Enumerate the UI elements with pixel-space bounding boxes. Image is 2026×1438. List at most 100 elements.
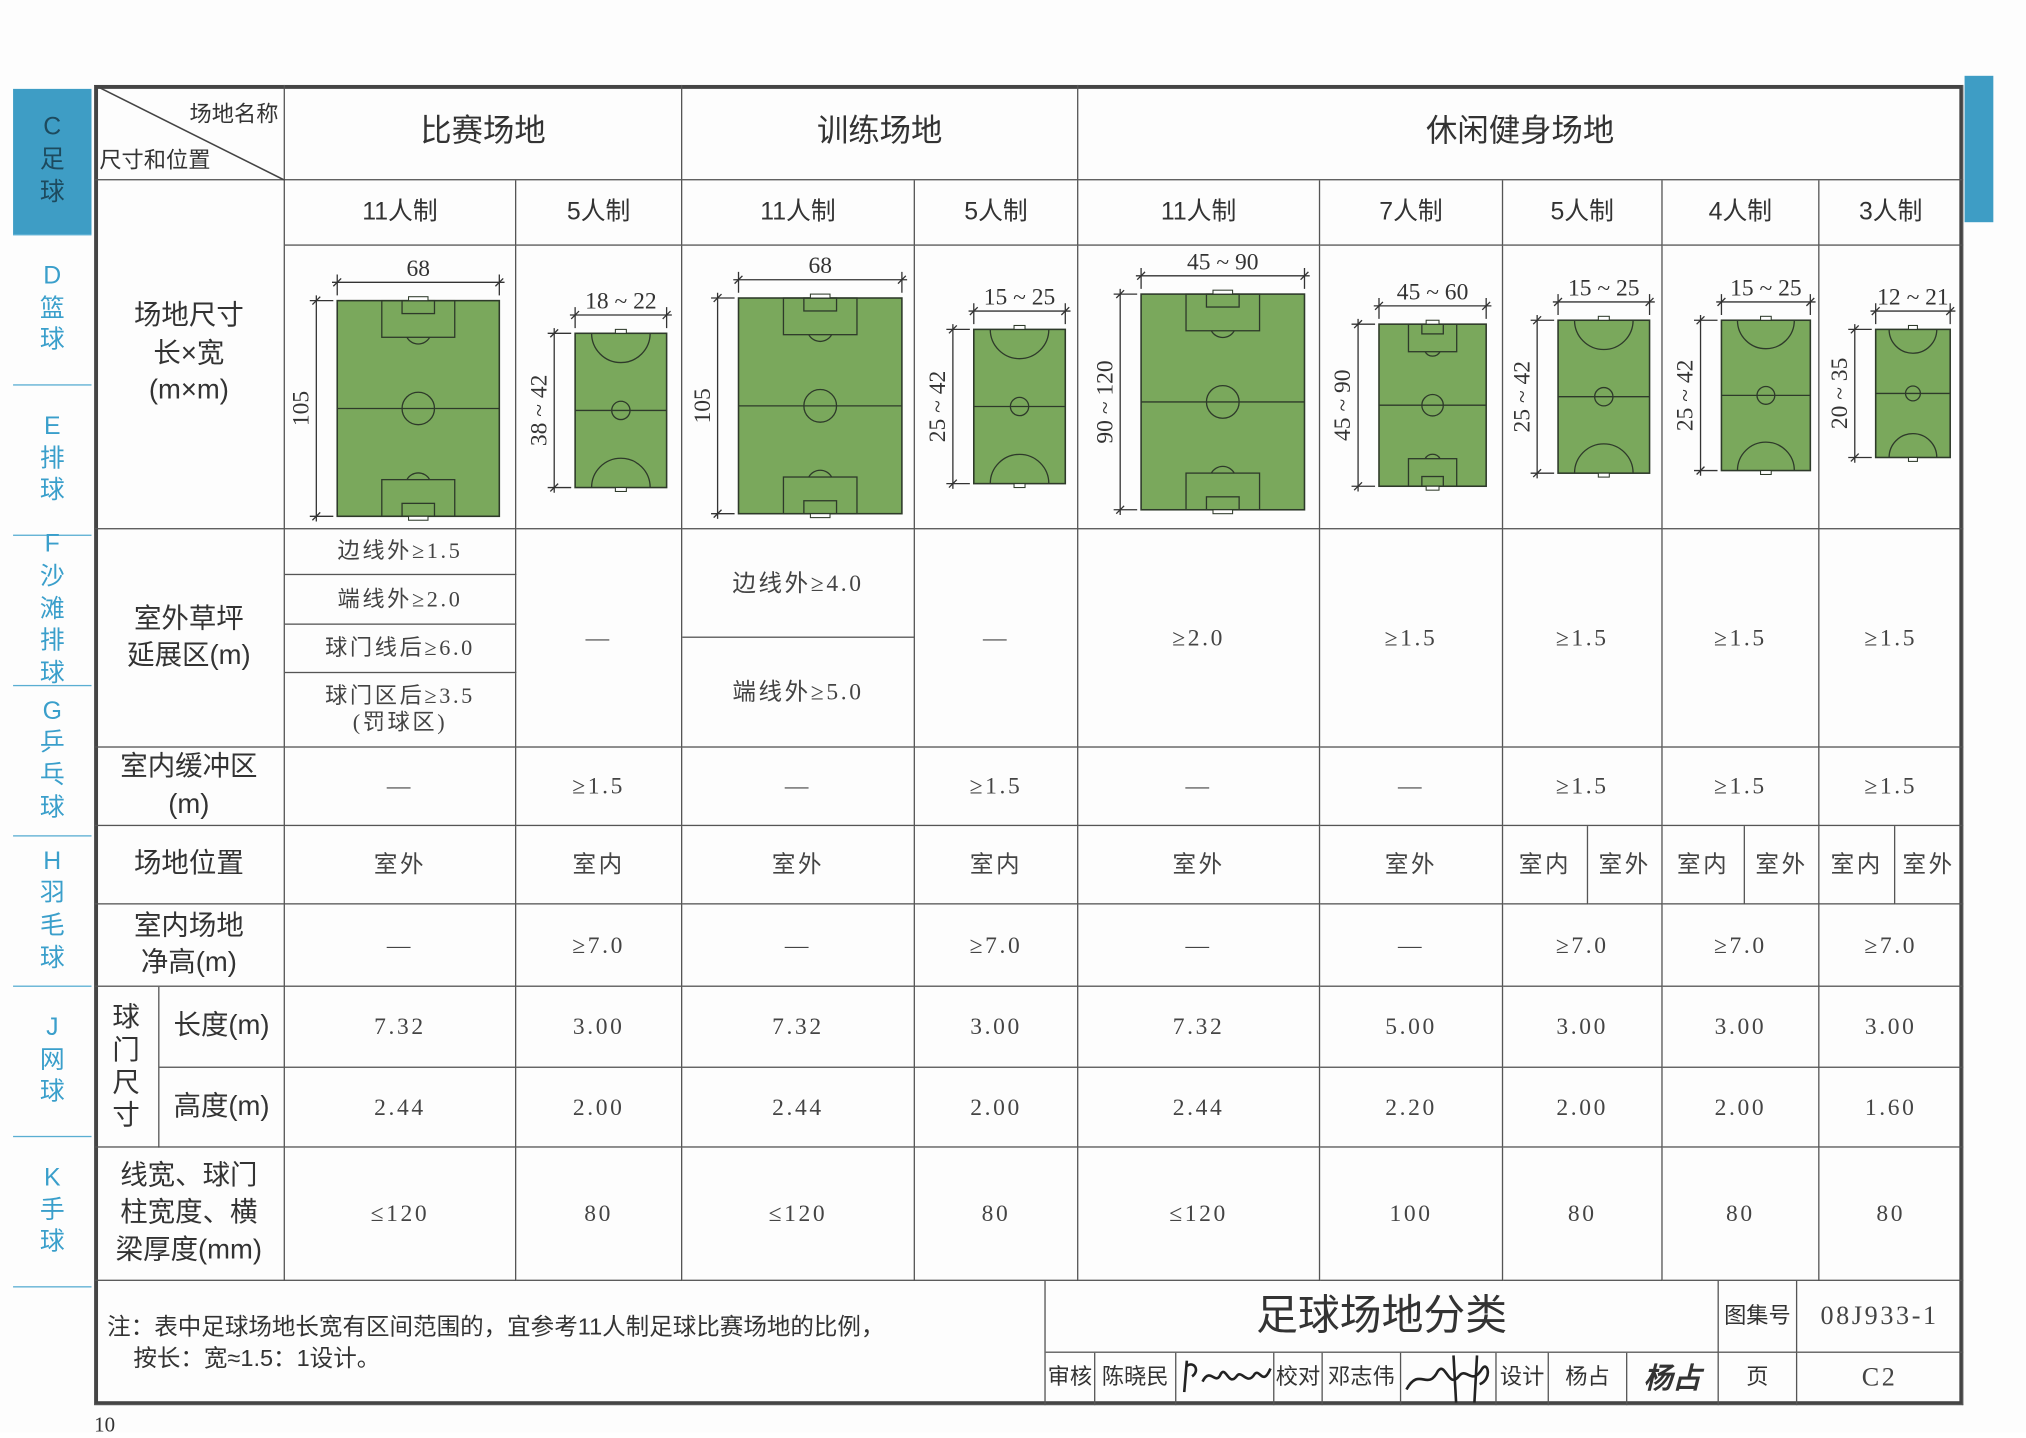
soccer-field-diagram: 15 ~ 25 25 ~ 42 [1673,275,1816,476]
goal-height-value: 2.20 [1320,1067,1504,1148]
soccer-field-diagram: 45 ~ 90 90 ~ 120 [1092,249,1310,515]
outdoor-train5-value: — [914,529,1079,748]
line_width-value: ≤120 [1078,1147,1321,1281]
center-circle [1756,385,1776,405]
row-label-indoor_height: 室内场地 净高(m) [94,904,285,987]
location-value: 室外 [284,826,517,905]
field-width-label: 68 [808,253,832,279]
goal [1013,324,1026,330]
goal-length-value: 3.00 [1819,986,1964,1068]
indoor_height-value: — [682,904,915,987]
outdoor-leisure-value: ≥1.5 [1503,529,1663,748]
indoor_height-value: — [1320,904,1504,987]
location-value: 室外 [1078,826,1321,905]
section-tab-5[interactable]: H 羽 毛 球 [13,837,92,987]
penalty-arc [989,453,1050,484]
format-header: 11人制 [284,180,517,246]
section-tab-label: 网 球 [39,1046,65,1107]
outdoor-match11-value: 球门线后≥6.0 [284,624,517,674]
field-size-cell: 12 ~ 21 20 ~ 35 [1819,245,1964,530]
indoor_buffer-value: ≥1.5 [914,747,1079,827]
width-dimension-line [733,271,908,293]
center-circle [1421,393,1444,417]
soccer-field-diagram: 68 105 [690,253,908,519]
center-circle [1594,386,1614,407]
length-dimension-line [711,292,735,519]
group-training: 训练场地 [682,84,1079,181]
field-length-label: 25 ~ 42 [1509,361,1535,433]
penalty-arc [1573,320,1634,351]
goal [1760,315,1772,321]
goal-height-value: 1.60 [1819,1067,1964,1148]
field-size-cell: 45 ~ 90 90 ~ 120 [1078,245,1321,530]
penalty-arc [406,336,431,345]
section-tab-0[interactable]: C 足 球 [13,88,92,236]
format-header: 5人制 [1503,180,1663,246]
field-size-cell: 15 ~ 25 25 ~ 42 [914,245,1079,530]
section-tab-letter: G [42,697,62,725]
indoor_height-value: ≥7.0 [1819,904,1964,987]
right-edge-tab [1964,75,1994,223]
goal-length-value: 7.32 [284,986,517,1068]
row-label-indoor_buffer: 室内缓冲区 (m) [94,747,285,827]
section-tab-1[interactable]: D 篮 球 [13,235,92,386]
goal [1425,485,1440,491]
field-length-label: 38 ~ 42 [526,375,552,447]
section-tab-label: 乒 乓 球 [39,729,65,822]
corner-label-size: 尺寸和位置 [99,147,211,173]
field-length-label: 25 ~ 42 [925,371,951,443]
goal [1212,509,1234,515]
format-header: 3人制 [1819,180,1964,246]
group-match: 比赛场地 [284,84,683,181]
line_width-value: 80 [516,1147,683,1281]
penalty-arc [1736,441,1795,471]
length-dimension-line [1530,315,1555,479]
section-tab-label: 排 球 [39,445,65,505]
location-outdoor-value: 室外 [1588,826,1663,905]
section-tab-4[interactable]: G 乒 乓 球 [13,686,92,837]
page-label: 页 [1718,1352,1798,1406]
field-width-label: 15 ~ 25 [984,285,1056,311]
outdoor-match11-value: 端线外≥2.0 [284,575,517,625]
field-length-label: 90 ~ 120 [1092,360,1118,443]
row-label-location: 场地位置 [94,826,285,905]
location-value: 室外 [682,826,915,905]
outdoor-leisure-value: ≥1.5 [1662,529,1820,748]
section-tab-7[interactable]: K 手 球 [13,1137,92,1288]
penalty-arc [989,329,1050,360]
section-tab-letter: F [44,531,60,559]
penalty-arc [1210,330,1235,339]
designer-signature: 杨占 [1627,1352,1719,1406]
checker-signature [1401,1352,1497,1406]
field-size-cell: 15 ~ 25 25 ~ 42 [1662,245,1820,530]
reviewer-name: 陈晓民 [1095,1352,1177,1406]
goal-length-value: 5.00 [1320,986,1504,1068]
signature-scribble [1405,1354,1490,1402]
penalty-arc [406,472,431,480]
length-dimension-line [1351,318,1376,492]
section-tab-letter: J [46,1014,59,1042]
field-length-label: 45 ~ 90 [1330,369,1356,441]
goal-height-value: 2.44 [682,1067,915,1148]
section-tab-3[interactable]: F 沙 滩 排 球 [13,531,92,688]
outdoor-train11-value: 边线外≥4.0 [682,529,915,638]
width-dimension-line [1135,267,1310,289]
location-outdoor-value: 室外 [1895,826,1964,905]
section-tab-2[interactable]: E 排 球 [13,386,92,536]
field-length-label: 25 ~ 42 [1673,360,1699,432]
length-dimension-line [1113,288,1138,515]
goal [408,515,429,521]
goal [1907,456,1918,462]
design-label: 设计 [1496,1352,1549,1406]
length-dimension-line [547,328,572,493]
goal [1212,289,1234,295]
line_width-value: 80 [1819,1147,1964,1281]
section-tab-6[interactable]: J 网 球 [13,987,92,1138]
location-value: 室内 [516,826,683,905]
section-tab-letter: C [43,114,62,142]
goal-length-value: 3.00 [914,986,1079,1068]
row-label-size: 场地尺寸 长×宽 (m×m) [94,180,285,530]
goal-height-value: 2.44 [284,1067,517,1148]
width-dimension-line [1716,294,1816,316]
location-indoor-value: 室内 [1819,826,1896,905]
